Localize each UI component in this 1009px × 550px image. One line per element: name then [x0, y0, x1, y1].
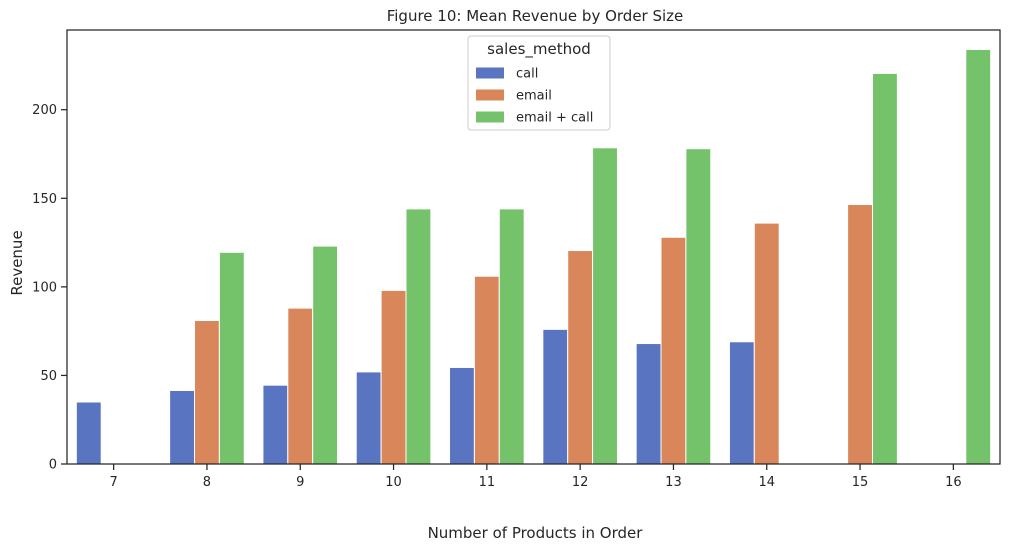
- bar-email-call-9: [312, 245, 339, 465]
- y-tick-label: 50: [40, 369, 57, 384]
- x-tick-label: 14: [758, 475, 775, 490]
- bar-email-15: [847, 203, 873, 465]
- bar-call-11: [449, 366, 475, 465]
- y-tick-label: 0: [49, 458, 57, 473]
- bar-email-call-15: [871, 72, 898, 465]
- x-tick-label: 16: [945, 475, 962, 490]
- legend-title: sales_method: [487, 40, 591, 59]
- y-axis-label: Revenue: [8, 230, 26, 295]
- bar-email-call-13: [685, 148, 712, 465]
- bar-email-8: [194, 320, 220, 465]
- legend-entries: call email email + call: [476, 67, 593, 126]
- bar-email-call-10: [405, 208, 432, 465]
- bar-email-14: [753, 222, 780, 465]
- bar-email-call-12: [592, 147, 618, 465]
- plot-frame: [66, 29, 1001, 465]
- x-tick-label: 11: [479, 475, 496, 490]
- bar-call-14: [728, 341, 755, 465]
- legend-label-email: email: [516, 89, 552, 104]
- x-tick-label: 13: [665, 475, 682, 490]
- bar-email-call-11: [498, 208, 525, 465]
- x-tick-label: 9: [296, 475, 304, 490]
- legend-swatch-email: [476, 89, 504, 101]
- bar-email-11: [473, 275, 500, 465]
- x-axis-ticks: 7 8 9 10 11 12 13 14 15 16: [110, 464, 962, 490]
- x-tick-label: 7: [110, 475, 118, 490]
- legend: sales_method call email email + call: [467, 35, 611, 131]
- chart-title: Figure 10: Mean Revenue by Order Size: [387, 7, 684, 25]
- bar-call-9: [262, 384, 289, 465]
- bar-email-call-16: [965, 48, 992, 465]
- legend-swatch-call: [476, 67, 504, 79]
- bar-email-13: [660, 236, 687, 465]
- legend-frame: [467, 35, 611, 131]
- bar-call-7: [75, 401, 102, 465]
- legend-label-call: call: [516, 67, 538, 82]
- bar-email-call-8: [218, 251, 245, 465]
- x-axis-label: Number of Products in Order: [428, 524, 644, 542]
- bars-group: [75, 48, 992, 465]
- bar-email-10: [380, 289, 407, 465]
- bar-call-8: [169, 389, 196, 465]
- bar-call-12: [542, 328, 569, 465]
- bar-email-12: [567, 250, 594, 465]
- legend-label-email-call: email + call: [516, 111, 593, 126]
- y-tick-label: 200: [32, 103, 57, 118]
- x-tick-label: 8: [203, 475, 211, 490]
- x-tick-label: 15: [852, 475, 869, 490]
- y-tick-label: 100: [32, 280, 57, 295]
- bar-email-9: [287, 307, 314, 465]
- x-tick-label: 10: [385, 475, 402, 490]
- y-tick-label: 150: [32, 192, 57, 207]
- bar-call-13: [635, 343, 662, 465]
- y-axis-ticks: 0 50 100 150 200: [32, 103, 67, 473]
- legend-swatch-email-call: [476, 111, 504, 123]
- bar-call-10: [355, 371, 382, 465]
- x-tick-label: 12: [572, 475, 589, 490]
